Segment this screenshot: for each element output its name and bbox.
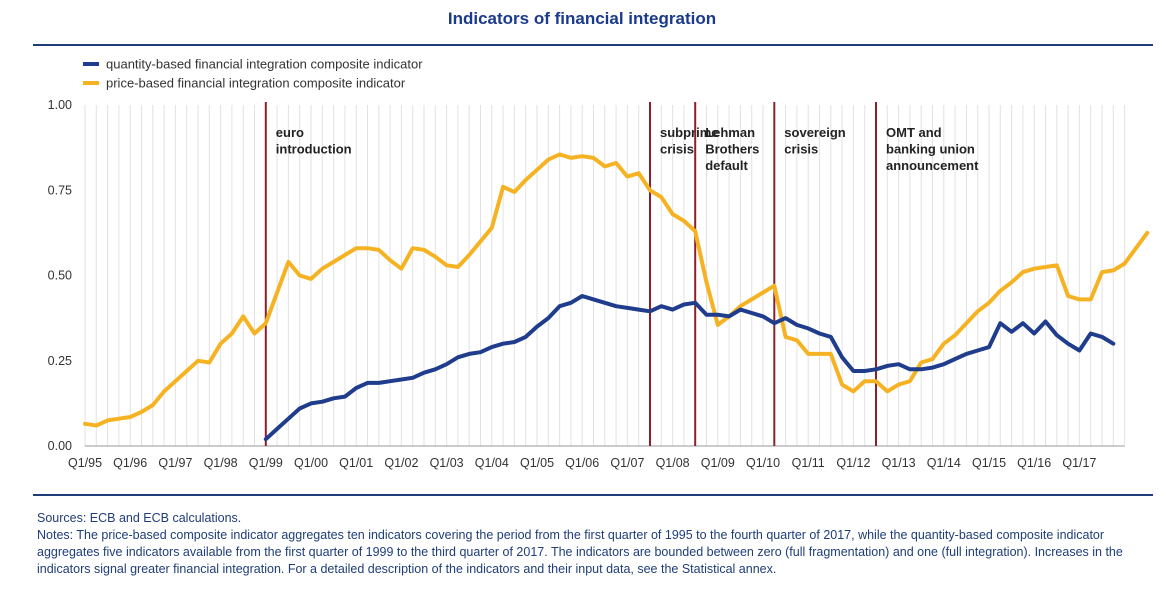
chart-title: Indicators of financial integration [447, 9, 717, 28]
x-tick-label: Q1/95 [68, 456, 102, 470]
x-tick-label: Q1/09 [701, 456, 735, 470]
event-label: Lehman [705, 125, 755, 140]
x-tick-label: Q1/03 [430, 456, 464, 470]
x-tick-label: Q1/14 [927, 456, 961, 470]
x-tick-label: Q1/07 [610, 456, 644, 470]
x-tick-label: Q1/04 [475, 456, 509, 470]
x-tick-label: Q1/05 [520, 456, 554, 470]
legend-label: quantity-based financial integration com… [106, 57, 423, 72]
x-tick-label: Q1/17 [1062, 456, 1096, 470]
line-chart: 0.00 0.25 0.50 0.75 1.00 Q1/95 Q1/96 Q1/97 Q1/98… [48, 57, 1150, 470]
x-tick-label: Q1/00 [294, 456, 328, 470]
y-tick-label: 0.75 [48, 183, 72, 197]
x-tick-label: Q1/12 [836, 456, 870, 470]
event-label: euro [276, 125, 304, 140]
event-label: crisis [784, 142, 818, 157]
x-tick-label: Q1/06 [565, 456, 599, 470]
x-tick-label: Q1/01 [339, 456, 373, 470]
event-label: Brothers [705, 142, 759, 157]
series-line [263, 294, 1116, 442]
event-label: sovereign [784, 125, 845, 140]
x-tick-label: Q1/16 [1017, 456, 1051, 470]
x-tick-label: Q1/99 [249, 456, 283, 470]
x-tick-label: Q1/97 [158, 456, 192, 470]
series-line [83, 152, 1150, 428]
sources-text: Sources: ECB and ECB calculations. [37, 511, 242, 525]
notes-text: Notes: The price-based composite indicat… [37, 528, 1123, 576]
event-label: banking union [886, 142, 975, 157]
top-rule [33, 44, 1153, 46]
x-tick-label: Q1/13 [882, 456, 916, 470]
x-tick-label: Q1/15 [972, 456, 1006, 470]
legend-label: price-based financial integration compos… [106, 76, 406, 91]
event-label: introduction [276, 142, 352, 157]
x-tick-label: Q1/11 [792, 456, 825, 470]
x-tick-label: Q1/02 [384, 456, 418, 470]
x-tick-label: Q1/08 [656, 456, 690, 470]
y-tick-label: 1.00 [48, 98, 72, 112]
x-tick-label: Q1/96 [113, 456, 147, 470]
event-label: default [705, 158, 748, 173]
y-tick-label: 0.50 [48, 269, 72, 283]
x-tick-label: Q1/10 [746, 456, 780, 470]
y-tick-label: 0.25 [48, 354, 72, 368]
event-label: crisis [660, 142, 694, 157]
y-tick-label: 0.00 [48, 439, 72, 453]
x-tick-label: Q1/98 [204, 456, 238, 470]
event-label: OMT and [886, 125, 942, 140]
event-label: announcement [886, 158, 979, 173]
event-label: subprime [660, 125, 719, 140]
notes-block: Sources: ECB and ECB calculations. Notes… [37, 510, 1127, 578]
bottom-rule [33, 494, 1153, 496]
